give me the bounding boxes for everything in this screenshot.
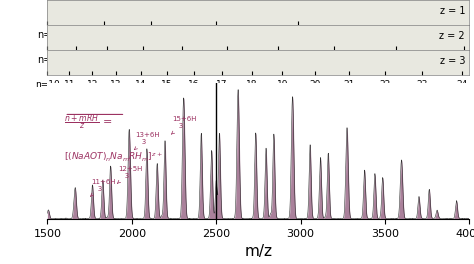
- Text: 12+5H
   3: 12+5H 3: [118, 166, 143, 183]
- Text: 15+6H
   3: 15+6H 3: [172, 116, 197, 134]
- Text: z = 2: z = 2: [439, 31, 465, 41]
- Text: z = 1: z = 1: [439, 6, 465, 16]
- X-axis label: m/z: m/z: [244, 244, 273, 260]
- Text: $\frac{n + mRH}{z}$ =: $\frac{n + mRH}{z}$ =: [64, 113, 113, 133]
- Text: $[(NaAOT)_nNa_mRH_m]^{z+}$: $[(NaAOT)_nNa_mRH_m]^{z+}$: [64, 151, 163, 164]
- Text: z = 3: z = 3: [439, 56, 465, 67]
- Text: 13+6H
   3: 13+6H 3: [134, 132, 160, 150]
- Text: 11+6H
   3: 11+6H 3: [91, 179, 116, 196]
